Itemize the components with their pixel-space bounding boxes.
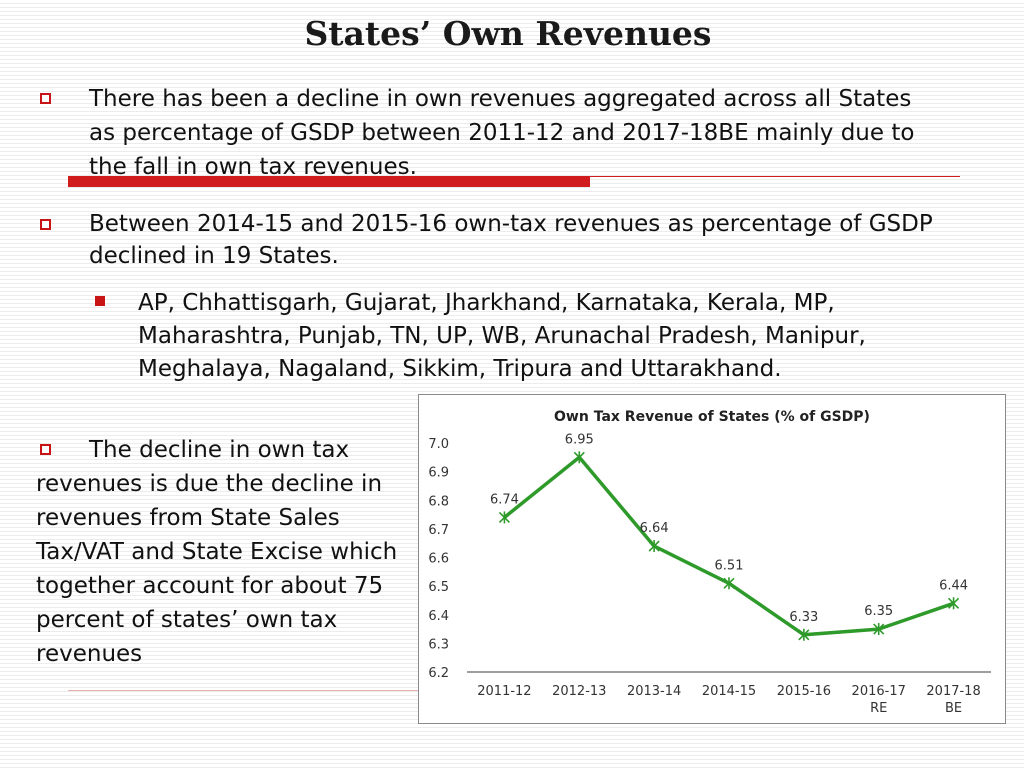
y-tick-label: 6.3	[428, 637, 449, 652]
bullet-text-3-line1: The decline in own tax	[89, 437, 350, 463]
bullet-text-2: Between 2014-15 and 2015-16 own-tax reve…	[89, 211, 933, 269]
y-tick-label: 6.6	[428, 552, 449, 567]
chart-title: Own Tax Revenue of States (% of GSDP)	[554, 409, 870, 425]
y-tick-label: 7.0	[428, 437, 449, 452]
x-tick-label: 2014-15	[702, 684, 756, 699]
bullet-text-1: There has been a decline in own revenues…	[89, 86, 915, 180]
accent-bar	[68, 176, 590, 187]
sub-bullet-square-icon	[95, 296, 105, 306]
line-chart: Own Tax Revenue of States (% of GSDP) 6.…	[418, 394, 1006, 724]
x-tick-label: 2012-13	[552, 684, 606, 699]
x-tick-label: 2017-18 BE	[926, 684, 980, 716]
x-tick-label: 2013-14	[627, 684, 681, 699]
data-point	[948, 597, 960, 610]
data-point	[498, 511, 510, 524]
data-label: 6.64	[640, 521, 669, 536]
bullet-text-3-rest: revenues is due the decline in revenues …	[36, 471, 398, 667]
x-tick-label: 2016-17 RE	[852, 684, 906, 716]
sub-bullet-text: AP, Chhattisgarh, Gujarat, Jharkhand, Ka…	[138, 290, 866, 382]
accent-rule	[590, 176, 960, 177]
bullet-square-icon	[40, 219, 51, 230]
x-tick-label: 2015-16	[777, 684, 831, 699]
footer-rule	[68, 690, 418, 691]
bullet-square-icon	[40, 444, 51, 455]
chart-canvas: Own Tax Revenue of States (% of GSDP) 6.…	[428, 409, 991, 716]
data-label: 6.51	[715, 558, 744, 573]
data-label: 6.35	[864, 604, 893, 619]
y-tick-label: 6.8	[428, 494, 449, 509]
y-tick-label: 6.2	[428, 666, 449, 681]
bullet-square-icon	[40, 93, 51, 104]
data-label: 6.74	[490, 492, 519, 507]
data-point	[798, 628, 810, 641]
data-point	[873, 623, 885, 636]
data-label: 6.44	[939, 578, 968, 593]
x-tick-label: 2011-12	[477, 684, 531, 699]
data-label: 6.33	[789, 610, 818, 625]
data-point	[723, 577, 735, 590]
data-point	[648, 540, 660, 553]
y-tick-label: 6.5	[428, 580, 449, 595]
slide-title: States’ Own Revenues	[304, 14, 712, 53]
y-tick-label: 6.7	[428, 523, 449, 538]
data-point	[573, 451, 585, 464]
y-tick-label: 6.4	[428, 609, 449, 624]
data-label: 6.95	[565, 432, 594, 447]
y-tick-label: 6.9	[428, 466, 449, 481]
